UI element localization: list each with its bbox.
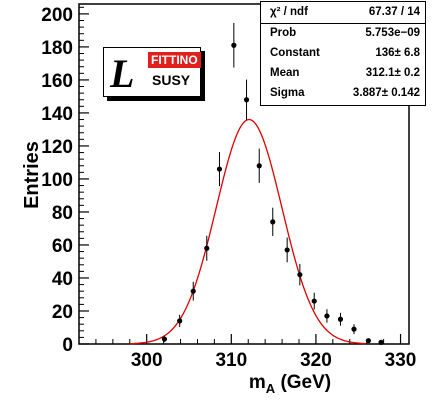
- axis-ticks: [79, 6, 402, 345]
- data-point: [256, 163, 262, 169]
- stat-row: Sigma 3.887± 0.142: [261, 83, 425, 103]
- data-point: [365, 338, 371, 344]
- y-tick-label: 180: [41, 38, 73, 59]
- data-points: [161, 22, 384, 345]
- y-tick-label: 60: [52, 236, 73, 257]
- stat-value: 67.37 / 14: [368, 6, 420, 18]
- y-tick-label: 20: [52, 302, 73, 323]
- x-tick-labels: 300 310 320 330: [131, 350, 417, 371]
- x-tick-label: 330: [385, 350, 417, 371]
- data-point: [190, 288, 196, 294]
- stat-name: χ² / ndf: [270, 6, 308, 18]
- x-tick-label: 310: [215, 350, 247, 371]
- stat-name: Constant: [270, 47, 320, 59]
- x-tick-label: 300: [131, 350, 163, 371]
- x-axis-label-unit: (GeV): [275, 372, 331, 393]
- stat-value: 3.887± 0.142: [352, 87, 420, 99]
- data-point: [204, 245, 210, 251]
- data-point: [351, 326, 357, 332]
- y-tick-label: 100: [41, 170, 73, 191]
- stat-value: 5.753e−09: [365, 27, 420, 39]
- x-tick-label: 320: [300, 350, 332, 371]
- data-point: [216, 166, 223, 172]
- data-point: [177, 318, 183, 324]
- data-point: [231, 42, 237, 48]
- fittino-logo: L FITTINO SUSY: [103, 47, 201, 97]
- plot-frame: [78, 3, 410, 345]
- stat-row: Mean 312.1± 0.2: [261, 63, 425, 83]
- x-axis-label-sub: A: [266, 381, 276, 396]
- fit-statistics-box: χ² / ndf 67.37 / 14 Prob 5.753e−09 Const…: [260, 1, 426, 106]
- data-point: [284, 247, 290, 253]
- data-point: [297, 272, 303, 278]
- data-point: [311, 298, 317, 304]
- x-axis-label: mA (GeV): [249, 372, 331, 396]
- y-tick-labels: 0 20 40 60 80 100 120 140 160 180 200: [41, 5, 73, 356]
- y-tick-label: 0: [62, 335, 73, 356]
- logo-susy-text: SUSY: [152, 72, 191, 88]
- stat-separator: [261, 23, 425, 24]
- logo-fittino-text: FITTINO: [148, 52, 201, 68]
- x-axis-label-main: m: [249, 372, 266, 393]
- gaussian-fit-curve: [129, 118, 366, 345]
- stat-name: Prob: [270, 27, 297, 39]
- y-tick-label: 120: [41, 137, 73, 158]
- data-point: [378, 339, 384, 345]
- stat-name: Sigma: [270, 87, 305, 99]
- logo-letter: L: [110, 51, 135, 96]
- data-point: [324, 313, 330, 319]
- data-point: [161, 336, 168, 342]
- y-tick-label: 200: [41, 5, 73, 26]
- data-point: [337, 316, 344, 322]
- stat-name: Mean: [270, 67, 300, 79]
- y-tick-label: 40: [52, 269, 73, 290]
- y-tick-label: 80: [52, 203, 73, 224]
- stat-value: 136± 6.8: [375, 47, 420, 59]
- stat-row: Constant 136± 6.8: [261, 43, 425, 63]
- y-tick-label: 160: [41, 71, 73, 92]
- y-axis-label: Entries: [21, 141, 43, 209]
- stat-row: χ² / ndf 67.37 / 14: [261, 2, 425, 24]
- stat-value: 312.1± 0.2: [365, 67, 420, 79]
- stat-row: Prob 5.753e−09: [261, 23, 425, 43]
- data-point: [243, 97, 250, 103]
- y-tick-label: 140: [41, 104, 73, 125]
- data-point: [270, 219, 276, 225]
